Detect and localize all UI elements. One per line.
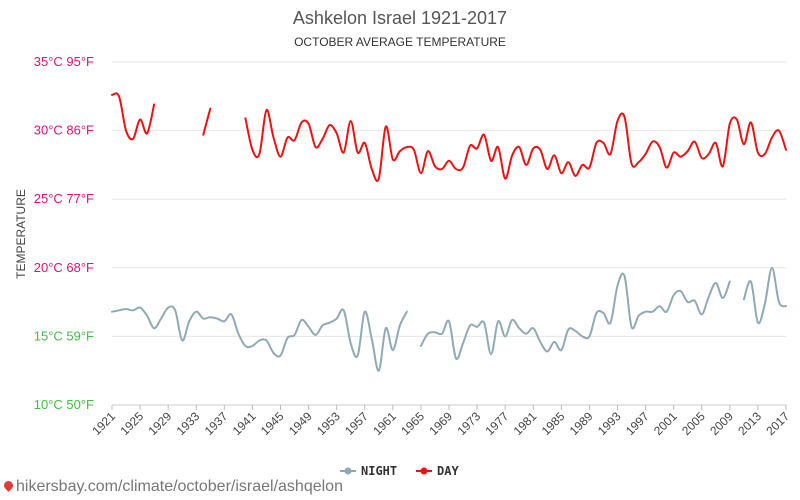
x-tick-label: 1921 (89, 409, 118, 438)
x-tick-label: 1965 (398, 409, 427, 438)
chart-subtitle: OCTOBER AVERAGE TEMPERATURE (294, 35, 506, 49)
x-tick-label: 1961 (370, 409, 399, 438)
legend: NIGHT DAY (340, 464, 459, 478)
x-tick-label: 1953 (314, 409, 343, 438)
legend-item-night[interactable]: NIGHT (340, 464, 397, 478)
x-tick-label: 2013 (735, 409, 764, 438)
legend-night-label: NIGHT (361, 464, 397, 478)
x-tick-label: 2009 (707, 409, 736, 438)
legend-day-label: DAY (437, 464, 459, 478)
x-tick-label: 1937 (202, 409, 231, 438)
x-tick-label: 1997 (623, 409, 652, 438)
series-line-day (202, 107, 212, 136)
x-tick-label: 1993 (595, 409, 624, 438)
x-tick-label: 1929 (146, 409, 175, 438)
series-line-night (419, 272, 731, 361)
source-text: hikersbay.com/climate/october/israel/ash… (16, 478, 343, 495)
series-line-day (244, 108, 787, 182)
x-tick-label: 1981 (511, 409, 540, 438)
x-tick-label: 1925 (117, 409, 146, 438)
y-tick-label: 25°C 77°F (34, 191, 94, 206)
x-tick-label: 1969 (426, 409, 455, 438)
y-tick-labels: 10°C 50°F 15°C 59°F 20°C 68°F 25°C 77°F 30°C… (34, 54, 94, 412)
series-line-night (111, 305, 408, 372)
series-line-night (742, 266, 787, 325)
series-line-day (111, 92, 156, 141)
x-tick-label: 1933 (174, 409, 203, 438)
y-tick-label: 20°C 68°F (34, 260, 94, 275)
x-tick-label: 1985 (539, 409, 568, 438)
y-tick-label: 30°C 86°F (34, 123, 94, 138)
y-tick-label: 35°C 95°F (34, 54, 94, 69)
grid-lines (112, 61, 786, 406)
y-tick-label: 15°C 59°F (34, 328, 94, 343)
y-tick-label: 10°C 50°F (34, 397, 94, 412)
x-tick-labels: 1921 1925 1929 1933 1937 1941 1945 1949 1953 1957… (89, 405, 792, 438)
x-tick-label: 1941 (230, 409, 259, 438)
series-lines (111, 92, 787, 372)
x-tick-label: 1949 (286, 409, 315, 438)
chart-title: Ashkelon Israel 1921-2017 (293, 8, 507, 28)
x-tick-label: 1957 (342, 409, 371, 438)
legend-item-day[interactable]: DAY (416, 464, 459, 478)
legend-day-marker (420, 467, 428, 475)
source-link[interactable]: hikersbay.com/climate/october/israel/ash… (2, 478, 343, 496)
x-tick-label: 1973 (454, 409, 483, 438)
x-tick-label: 2017 (763, 409, 792, 438)
x-tick-label: 1977 (483, 409, 512, 438)
location-pin-icon (2, 479, 15, 492)
y-axis-label: TEMPERATURE (14, 189, 28, 279)
legend-night-marker (344, 467, 352, 475)
x-tick-label: 2005 (679, 409, 708, 438)
x-tick-label: 1945 (258, 409, 287, 438)
x-tick-label: 1989 (567, 409, 596, 438)
x-tick-label: 2001 (651, 409, 680, 438)
